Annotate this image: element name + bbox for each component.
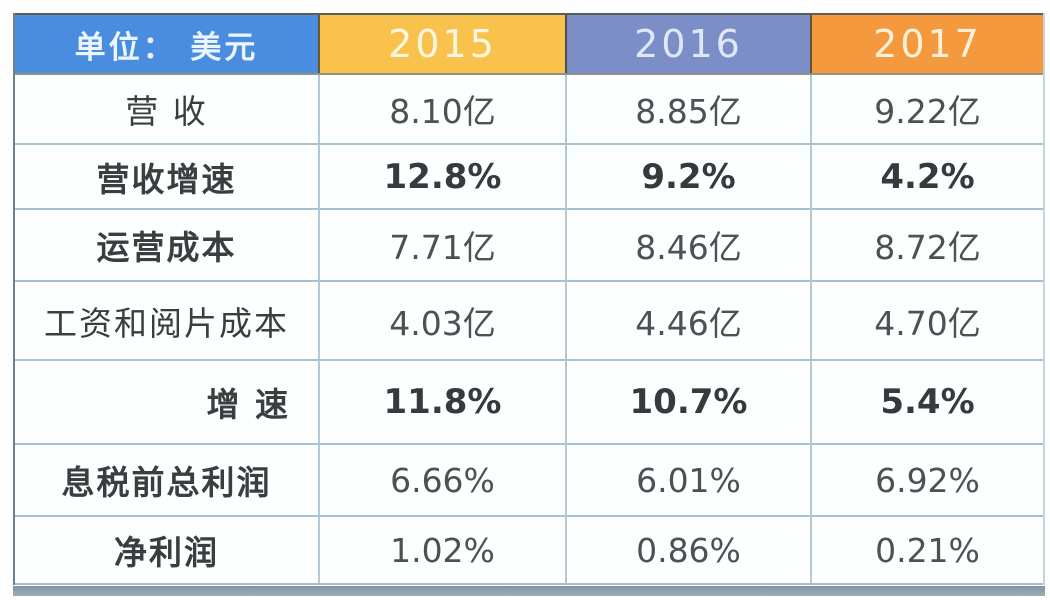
cell-ebit-margin-2015: 6.66% [318,443,565,515]
row-label-revenue: 营 收 [15,75,318,143]
cell-cost-growth-2016: 10.7% [565,359,810,443]
table-header-row: 单位： 美元 2015 2016 2017 [15,13,1043,75]
year-label: 2016 [634,22,743,66]
table-bottom-edge [13,586,1045,596]
row-label-operating-cost: 运营成本 [15,208,318,280]
cell-salary-reading-cost-2016: 4.46亿 [565,280,810,359]
cell-operating-cost-2016: 8.46亿 [565,208,810,280]
cell-salary-reading-cost-2015: 4.03亿 [318,280,565,359]
cell-revenue-growth-2017: 4.2% [810,143,1043,208]
cell-revenue-2015: 8.10亿 [318,75,565,143]
cell-revenue-growth-2015: 12.8% [318,143,565,208]
year-label: 2015 [388,22,497,66]
cell-net-profit-2016: 0.86% [565,515,810,583]
cell-revenue-2017: 9.22亿 [810,75,1043,143]
year-header-2017: 2017 [810,15,1043,73]
year-header-2016: 2016 [565,15,810,73]
row-label-revenue-growth: 营收增速 [15,143,318,208]
row-label-ebit-margin: 息税前总利润 [15,443,318,515]
row-label-salary-reading-cost: 工资和阅片成本 [15,280,318,359]
cell-ebit-margin-2017: 6.92% [810,443,1043,515]
cell-revenue-2016: 8.85亿 [565,75,810,143]
cell-salary-reading-cost-2017: 4.70亿 [810,280,1043,359]
cell-net-profit-2015: 1.02% [318,515,565,583]
cell-cost-growth-2015: 11.8% [318,359,565,443]
cell-cost-growth-2017: 5.4% [810,359,1043,443]
cell-operating-cost-2017: 8.72亿 [810,208,1043,280]
unit-label: 单位： 美元 [74,29,259,66]
cell-ebit-margin-2016: 6.01% [565,443,810,515]
row-label-net-profit: 净利润 [15,515,318,583]
year-label: 2017 [873,22,982,66]
cell-net-profit-2017: 0.21% [810,515,1043,583]
cell-revenue-growth-2016: 9.2% [565,143,810,208]
year-header-2015: 2015 [318,15,565,73]
table-body: 营 收 8.10亿 8.85亿 9.22亿 营收增速 12.8% 9.2% 4.… [15,75,1043,585]
cell-operating-cost-2015: 7.71亿 [318,208,565,280]
financial-table: 单位： 美元 2015 2016 2017 营 收 8.10亿 8.85亿 9.… [13,13,1045,585]
unit-header-cell: 单位： 美元 [15,15,318,73]
row-label-cost-growth: 增 速 [15,359,318,443]
